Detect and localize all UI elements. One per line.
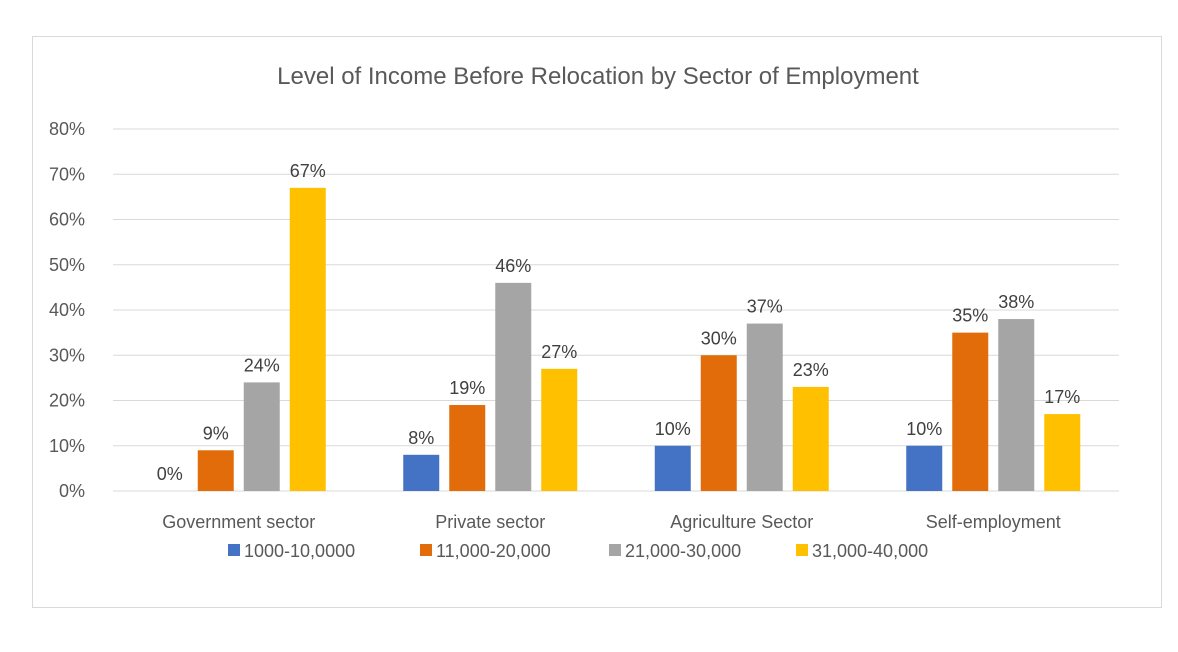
y-tick-label: 60% xyxy=(49,210,85,230)
data-label: 38% xyxy=(998,292,1034,312)
y-tick-label: 20% xyxy=(49,391,85,411)
data-label: 19% xyxy=(449,378,485,398)
data-label: 17% xyxy=(1044,387,1080,407)
x-category-label: Self-employment xyxy=(926,512,1061,532)
data-labels: 0% 9% 24% 67% 8% 19% 46% 27% 10% 30% 37% 23% 10% 35% 3… xyxy=(157,161,1081,484)
bar xyxy=(746,323,783,491)
bar xyxy=(495,282,532,491)
legend-swatch xyxy=(228,544,240,556)
y-tick-label: 0% xyxy=(59,481,85,501)
data-label: 8% xyxy=(408,428,434,448)
legend-label: 31,000-40,000 xyxy=(812,541,928,561)
x-category-label: Government sector xyxy=(162,512,315,532)
data-label: 23% xyxy=(793,360,829,380)
y-tick-label: 70% xyxy=(49,164,85,184)
legend-label: 1000-10,0000 xyxy=(244,541,355,561)
x-axis-categories: Government sector Private sector Agricultu… xyxy=(162,512,1061,532)
bar xyxy=(243,382,280,491)
legend-label: 11,000-20,000 xyxy=(436,541,551,561)
data-label: 37% xyxy=(747,297,783,317)
gridlines xyxy=(113,128,1119,492)
data-label: 10% xyxy=(906,419,942,439)
bar xyxy=(952,332,989,491)
y-tick-label: 80% xyxy=(49,119,85,139)
y-tick-label: 50% xyxy=(49,255,85,275)
data-label: 27% xyxy=(541,342,577,362)
bar xyxy=(700,355,737,491)
legend-swatch xyxy=(420,544,432,556)
data-label: 0% xyxy=(157,464,183,484)
data-label: 10% xyxy=(655,419,691,439)
y-axis-ticks: 0% 10% 20% 30% 40% 50% 60% 70% 80% xyxy=(49,119,85,501)
legend-label: 21,000-30,000 xyxy=(625,541,741,561)
bar xyxy=(449,405,486,491)
data-label: 30% xyxy=(701,328,737,348)
bar xyxy=(1044,414,1081,491)
bar xyxy=(403,454,440,491)
y-tick-label: 10% xyxy=(49,436,85,456)
bar xyxy=(906,445,943,491)
data-label: 67% xyxy=(290,161,326,181)
data-label: 35% xyxy=(952,306,988,326)
y-tick-label: 30% xyxy=(49,345,85,365)
bar xyxy=(197,450,234,491)
bar xyxy=(289,187,326,491)
y-tick-label: 40% xyxy=(49,300,85,320)
legend-swatch xyxy=(796,544,808,556)
bar xyxy=(998,319,1035,491)
data-label: 46% xyxy=(495,256,531,276)
chart-title: Level of Income Before Relocation by Sec… xyxy=(277,63,919,90)
x-category-label: Agriculture Sector xyxy=(670,512,813,532)
chart-area: Level of Income Before Relocation by Sec… xyxy=(32,36,1162,608)
x-category-label: Private sector xyxy=(435,512,545,532)
bar-chart: Level of Income Before Relocation by Sec… xyxy=(49,63,1119,561)
legend-swatch xyxy=(609,544,621,556)
data-label: 24% xyxy=(244,355,280,375)
data-label: 9% xyxy=(203,423,229,443)
bar xyxy=(792,386,829,491)
bars xyxy=(197,187,1081,491)
bar xyxy=(541,368,578,491)
legend: 1000-10,0000 11,000-20,000 21,000-30,000 31… xyxy=(228,541,928,561)
bar xyxy=(654,445,691,491)
